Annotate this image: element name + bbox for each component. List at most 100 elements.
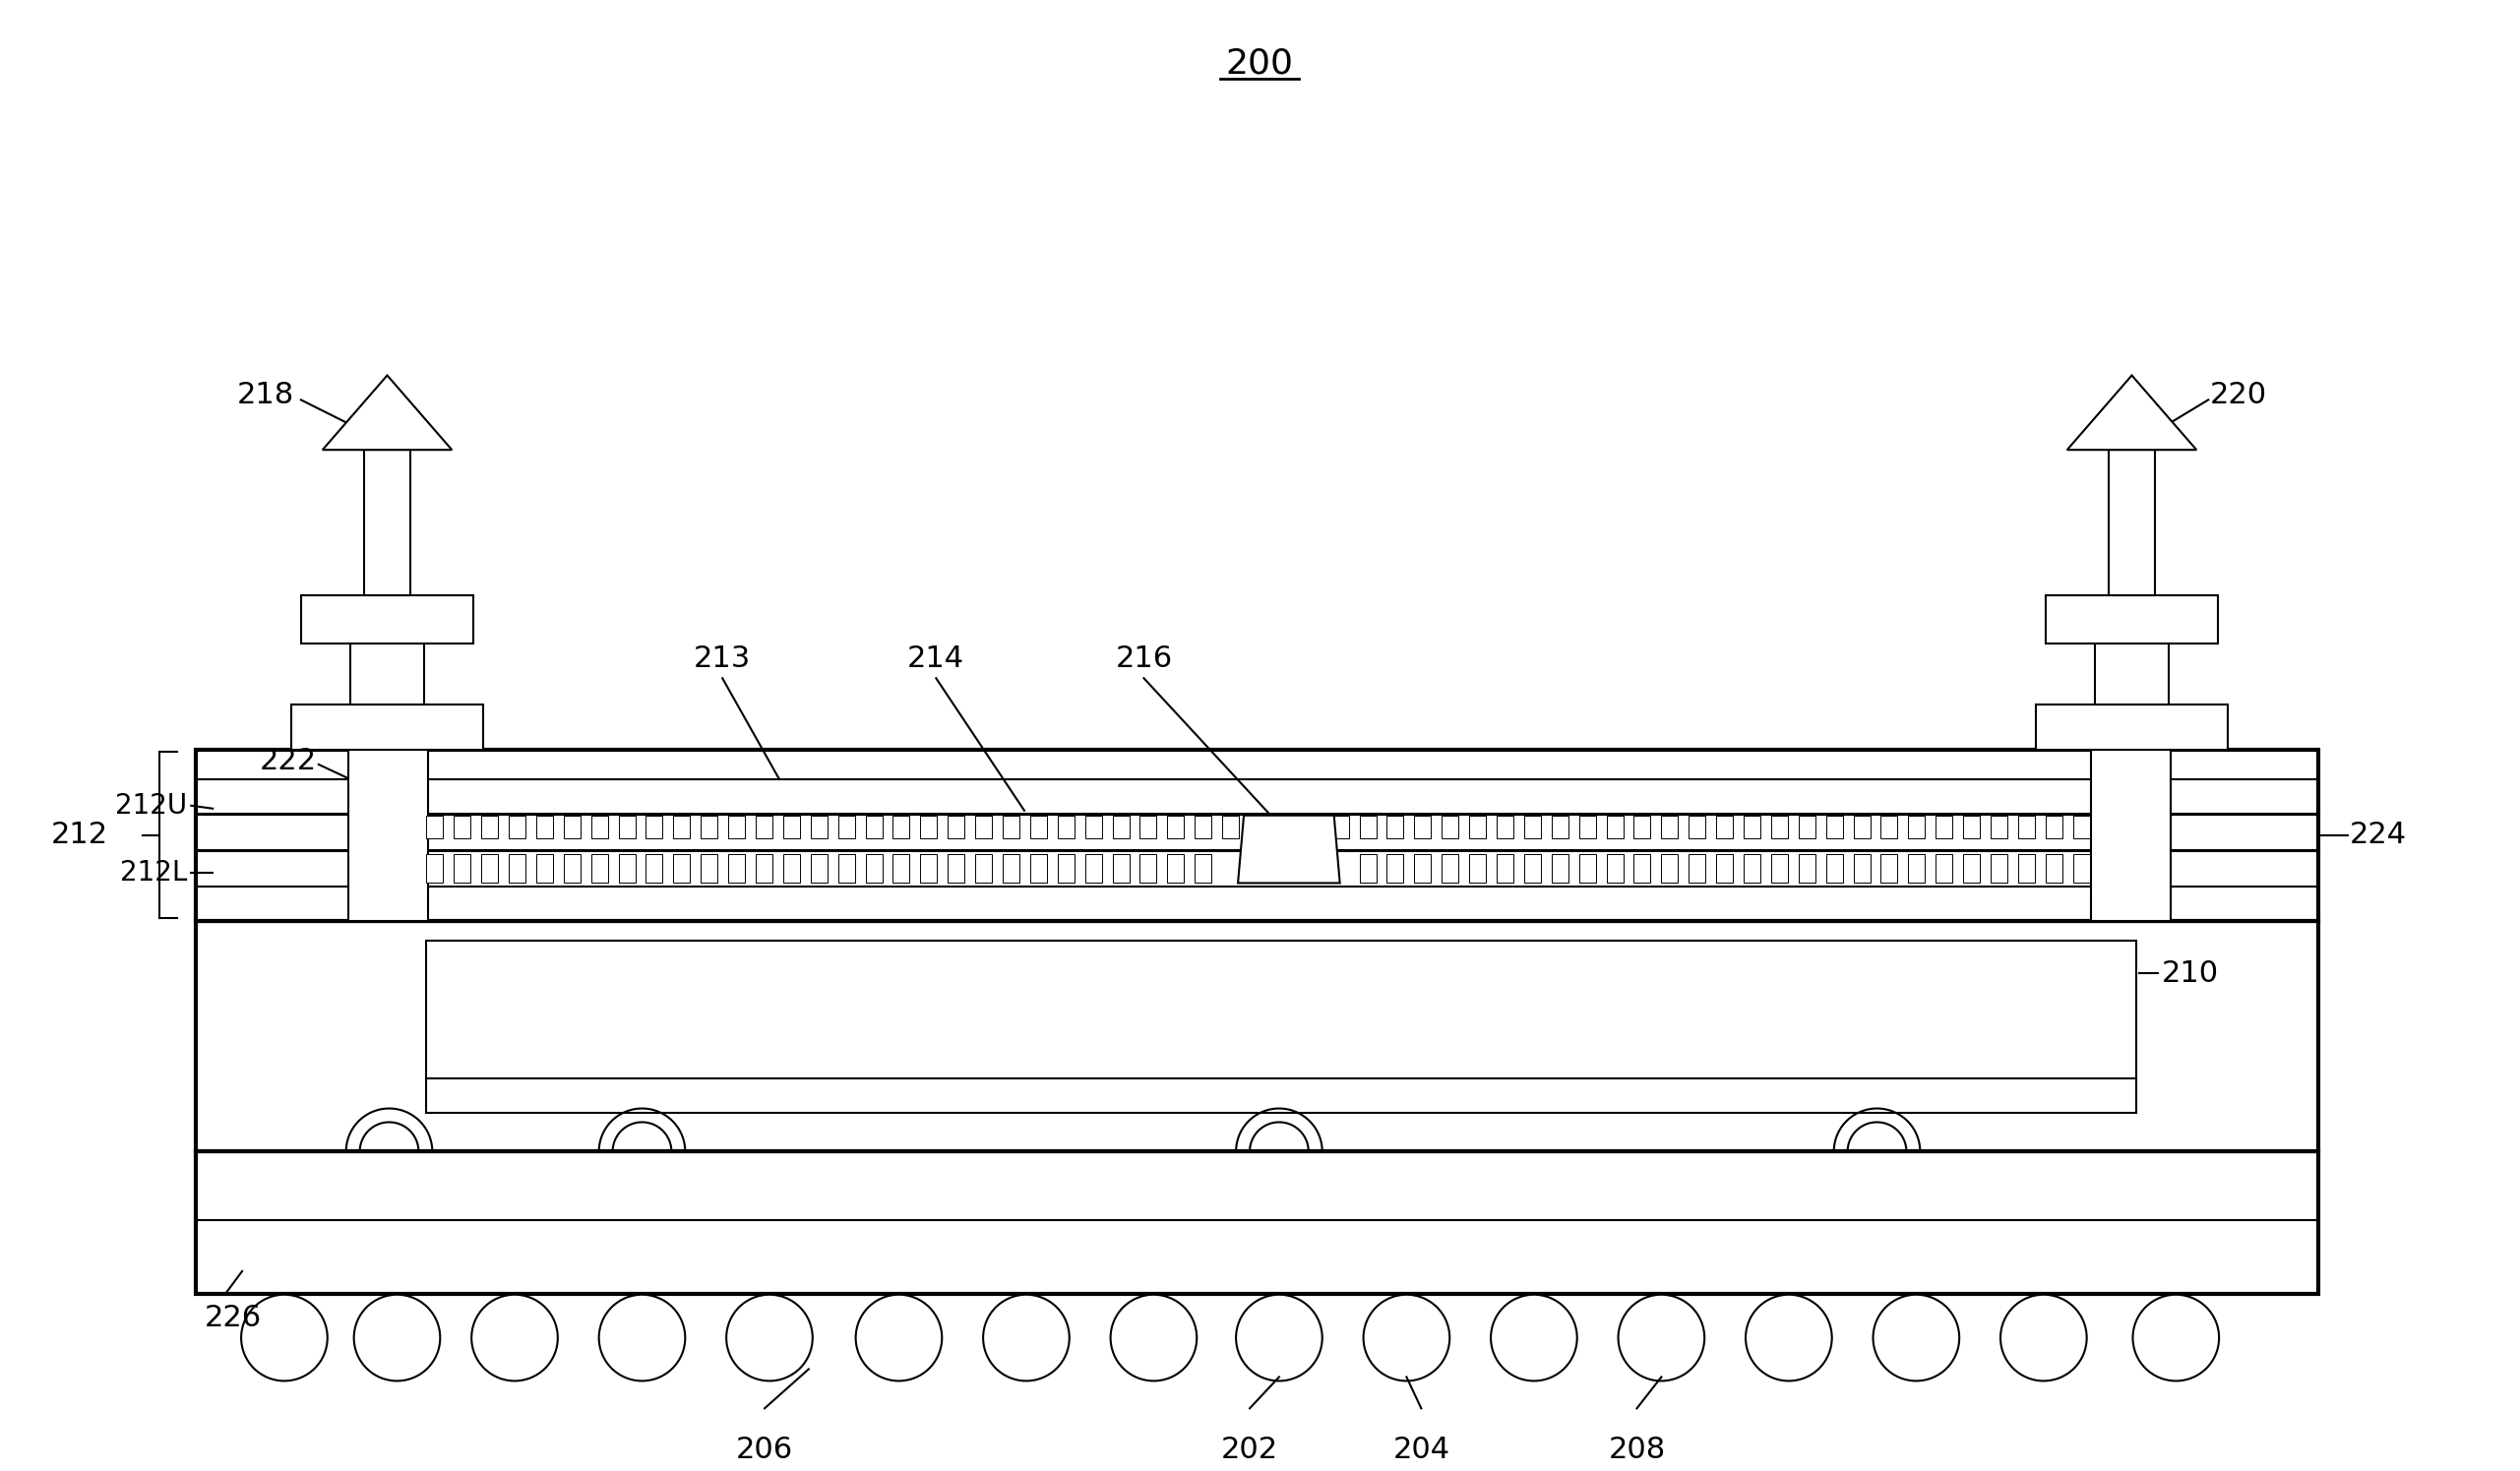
Bar [1469,853,1487,883]
Bar [839,815,854,838]
Bar [756,853,774,883]
Bar [1744,815,1761,838]
Bar [1222,815,1240,838]
Bar [1633,815,1651,838]
Bar [197,921,2318,1152]
Bar [1111,853,1129,883]
Circle shape [471,1294,557,1381]
Bar [197,1152,2318,1293]
Bar [975,853,993,883]
Bar [892,815,910,838]
Bar [1386,853,1404,883]
Bar [756,815,774,838]
Bar [481,815,499,838]
Bar [1469,815,1487,838]
Bar [1991,853,2008,883]
Bar [2036,705,2228,750]
Bar [481,853,499,883]
Bar [1358,815,1376,838]
Bar [1003,853,1021,883]
Bar [1305,815,1320,838]
Bar [350,644,423,705]
Bar [564,815,580,838]
Circle shape [726,1294,811,1381]
Bar [1441,815,1459,838]
Bar [348,750,428,921]
Bar [1688,815,1706,838]
Bar [592,853,607,883]
Bar [948,815,965,838]
Bar [426,941,2137,1112]
Bar [1167,853,1184,883]
Bar [2094,644,2170,705]
Text: 216: 216 [1116,644,1172,674]
Bar [426,815,444,838]
Bar [1772,815,1787,838]
Bar [811,815,827,838]
Text: 213: 213 [693,644,751,674]
Bar [728,815,746,838]
Text: 212L: 212L [121,859,186,887]
Bar [426,853,444,883]
Bar [1250,815,1268,838]
Bar [300,594,474,644]
Bar [537,815,552,838]
Bar [1441,853,1459,883]
Circle shape [242,1294,328,1381]
Bar [1139,853,1157,883]
Circle shape [1618,1294,1704,1381]
Text: 204: 204 [1394,1436,1449,1464]
Polygon shape [323,375,451,450]
Bar [1167,815,1184,838]
Bar [617,853,635,883]
Bar [673,853,690,883]
Bar [564,853,580,883]
Circle shape [2001,1294,2087,1381]
Bar [1003,815,1021,838]
Bar [811,853,827,883]
Circle shape [1746,1294,1832,1381]
Bar [1852,853,1870,883]
Circle shape [857,1294,942,1381]
Circle shape [1492,1294,1578,1381]
Bar [1772,853,1787,883]
Bar [1552,853,1567,883]
Bar [1580,815,1595,838]
Circle shape [353,1294,441,1381]
Bar [2046,853,2061,883]
Bar [1852,815,1870,838]
Bar [1688,853,1706,883]
Bar [1139,815,1157,838]
Bar [2074,853,2089,883]
Bar [537,853,552,883]
Bar [1880,853,1898,883]
Bar [1661,815,1678,838]
Bar [1058,853,1074,883]
Bar [1605,853,1623,883]
Bar [701,815,718,838]
Bar [1580,853,1595,883]
Bar [1716,853,1734,883]
Bar [1908,853,1925,883]
Circle shape [1363,1294,1449,1381]
Text: 200: 200 [1225,47,1293,81]
Polygon shape [2066,375,2197,450]
Bar [645,815,663,838]
Text: 206: 206 [736,1436,794,1464]
Bar [1716,815,1734,838]
Bar [454,815,471,838]
Text: 224: 224 [2349,821,2407,849]
Bar [1525,815,1540,838]
Bar [1963,853,1981,883]
Bar [864,853,882,883]
Bar [839,853,854,883]
Bar [701,853,718,883]
Text: 212U: 212U [116,791,186,819]
Bar [592,815,607,838]
Bar [784,815,799,838]
Bar [1194,853,1212,883]
Bar [1086,853,1101,883]
Bar [1605,815,1623,838]
Text: 214: 214 [907,644,965,674]
Bar [784,853,799,883]
